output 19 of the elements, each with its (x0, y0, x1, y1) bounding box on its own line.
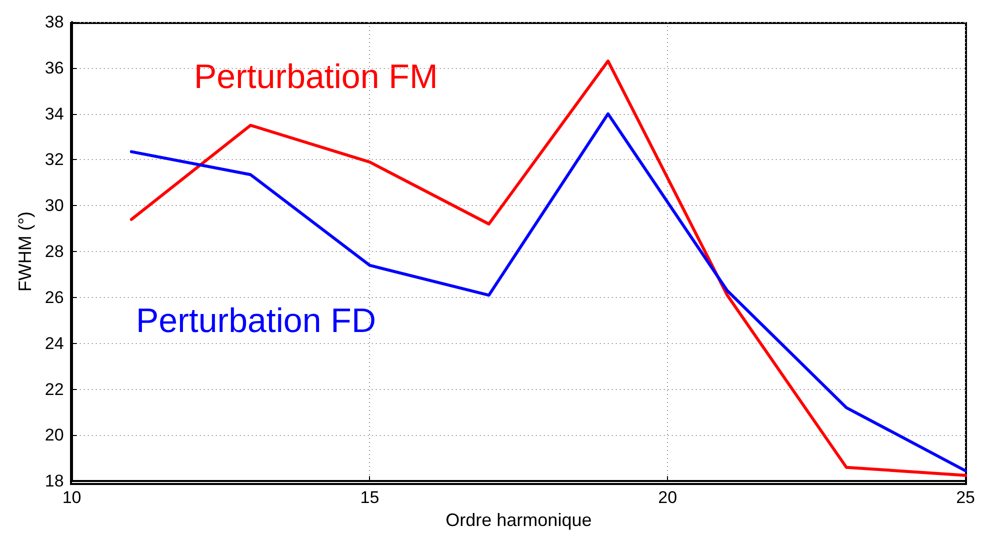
series-label: Perturbation FM (194, 58, 438, 96)
y-tick-label: 18 (44, 472, 64, 491)
y-tick-label: 22 (44, 380, 64, 399)
x-tick-label: 10 (62, 488, 82, 508)
y-tick-label: 28 (44, 242, 64, 262)
x-axis-title: Ordre harmonique (446, 510, 592, 530)
x-tick-label: 15 (360, 488, 380, 508)
y-tick-label: 24 (44, 334, 64, 353)
x-tick-label: 20 (658, 488, 678, 508)
x-tick-label: 25 (956, 488, 976, 508)
y-axis-title: FWHM (°) (15, 211, 35, 292)
series-label: Perturbation FD (136, 302, 376, 340)
y-tick-label: 26 (44, 288, 64, 307)
y-tick-label: 36 (44, 58, 64, 78)
y-tick-label: 30 (44, 196, 64, 216)
y-tick-label: 32 (44, 150, 64, 170)
y-tick-label: 34 (44, 104, 64, 124)
y-tick-label: 20 (44, 426, 64, 445)
y-tick-label: 38 (44, 12, 64, 32)
